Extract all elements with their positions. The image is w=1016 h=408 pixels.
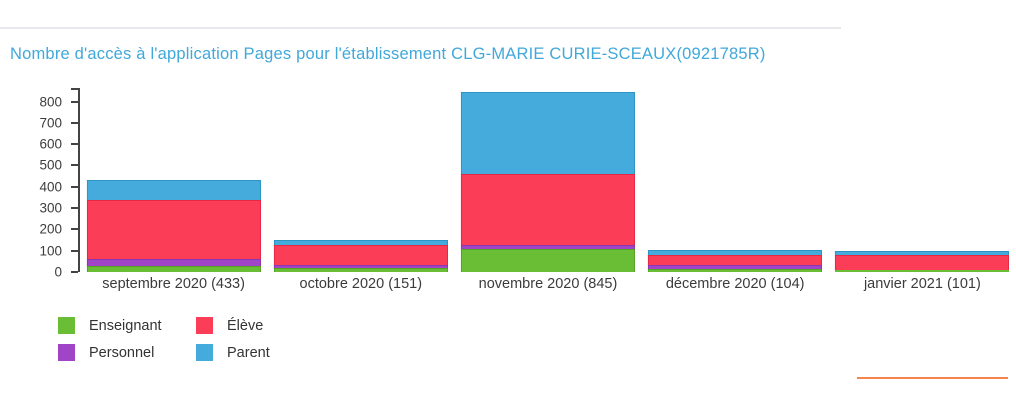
y-axis-labels: 0 100 200 300 400 500 600 700 800 xyxy=(0,88,70,280)
bar-segment-parent[interactable] xyxy=(648,249,823,255)
y-tick-label: 400 xyxy=(39,179,62,195)
top-divider-line xyxy=(0,27,841,29)
bar-slot xyxy=(454,88,641,272)
stacked-bar[interactable] xyxy=(835,250,1010,272)
stacked-bar[interactable] xyxy=(273,239,448,272)
y-tick-mark xyxy=(71,271,78,273)
bar-segment-personnel[interactable] xyxy=(648,264,823,270)
bar-slot xyxy=(642,88,829,272)
bar-segment-enseignant[interactable] xyxy=(460,249,636,272)
bar-segment-personnel[interactable] xyxy=(460,244,636,250)
bar-segment-enseignant[interactable] xyxy=(86,265,261,272)
legend-label: Personnel xyxy=(89,344,155,361)
bar-segment-enseignant[interactable] xyxy=(648,269,823,272)
x-category-label: octobre 2020 (151) xyxy=(299,276,423,292)
bar-slot xyxy=(829,88,1016,272)
bar-slot xyxy=(80,88,267,272)
y-tick-mark xyxy=(71,121,78,124)
bar-segment-parent[interactable] xyxy=(460,91,636,174)
y-tick-label: 200 xyxy=(39,221,62,237)
stacked-bar[interactable] xyxy=(648,249,823,272)
bar-slot xyxy=(267,88,454,272)
y-tick-label: 800 xyxy=(39,94,62,109)
y-tick-label: 600 xyxy=(39,136,62,152)
y-tick-label: 0 xyxy=(54,264,62,280)
y-axis-cap-tick xyxy=(71,88,78,90)
legend-label: Parent xyxy=(227,344,270,361)
x-category-label: novembre 2020 (845) xyxy=(478,276,618,292)
y-tick-mark xyxy=(71,228,78,231)
chart-title: Nombre d'accès à l'application Pages pou… xyxy=(10,45,766,63)
stacked-bar[interactable] xyxy=(460,91,636,272)
legend-swatch-icon xyxy=(58,344,75,361)
bottom-accent-line xyxy=(857,377,1008,379)
y-tick-mark xyxy=(71,207,78,210)
bar-segment-parent[interactable] xyxy=(273,239,448,245)
bar-segment-eleve[interactable] xyxy=(648,254,823,265)
bar-segment-personnel[interactable] xyxy=(86,258,261,266)
y-tick-mark xyxy=(71,249,78,252)
y-axis-line xyxy=(78,88,80,272)
legend-label: Élève xyxy=(227,317,264,334)
bar-segment-eleve[interactable] xyxy=(835,255,1010,271)
bar-segment-eleve[interactable] xyxy=(460,173,636,245)
legend-label: Enseignant xyxy=(89,317,162,334)
legend-item-eleve[interactable]: Élève xyxy=(196,317,270,334)
y-tick-label: 500 xyxy=(39,157,62,173)
legend-item-enseignant[interactable]: Enseignant xyxy=(58,317,196,334)
y-tick-mark xyxy=(71,185,78,188)
y-tick-label: 300 xyxy=(39,200,62,216)
x-category-label: décembre 2020 (104) xyxy=(665,276,805,292)
bar-segment-parent[interactable] xyxy=(86,179,261,201)
legend-swatch-icon xyxy=(196,317,213,334)
x-category-label: janvier 2021 (101) xyxy=(863,276,981,292)
y-tick-mark xyxy=(71,143,78,146)
x-category-label: septembre 2020 (433) xyxy=(102,276,245,292)
y-tick-mark xyxy=(71,164,78,167)
bar-segment-parent[interactable] xyxy=(835,250,1010,256)
legend-item-personnel[interactable]: Personnel xyxy=(58,344,196,361)
stacked-bar[interactable] xyxy=(86,179,261,272)
plot-area xyxy=(71,88,1016,273)
bar-segment-enseignant[interactable] xyxy=(835,270,1010,272)
bar-segment-enseignant[interactable] xyxy=(273,268,448,272)
y-tick-label: 100 xyxy=(39,243,62,259)
legend-swatch-icon xyxy=(196,344,213,361)
bar-segment-eleve[interactable] xyxy=(86,200,261,259)
y-tick-mark xyxy=(71,100,78,103)
y-tick-label: 700 xyxy=(39,115,62,131)
legend-swatch-icon xyxy=(58,317,75,334)
chart-legend: Enseignant Élève Personnel Parent xyxy=(58,317,270,361)
legend-item-parent[interactable]: Parent xyxy=(196,344,270,361)
bar-segment-personnel[interactable] xyxy=(273,265,448,269)
bar-segment-eleve[interactable] xyxy=(273,244,448,266)
x-axis-labels: septembre 2020 (433) octobre 2020 (151) no… xyxy=(80,276,1016,294)
